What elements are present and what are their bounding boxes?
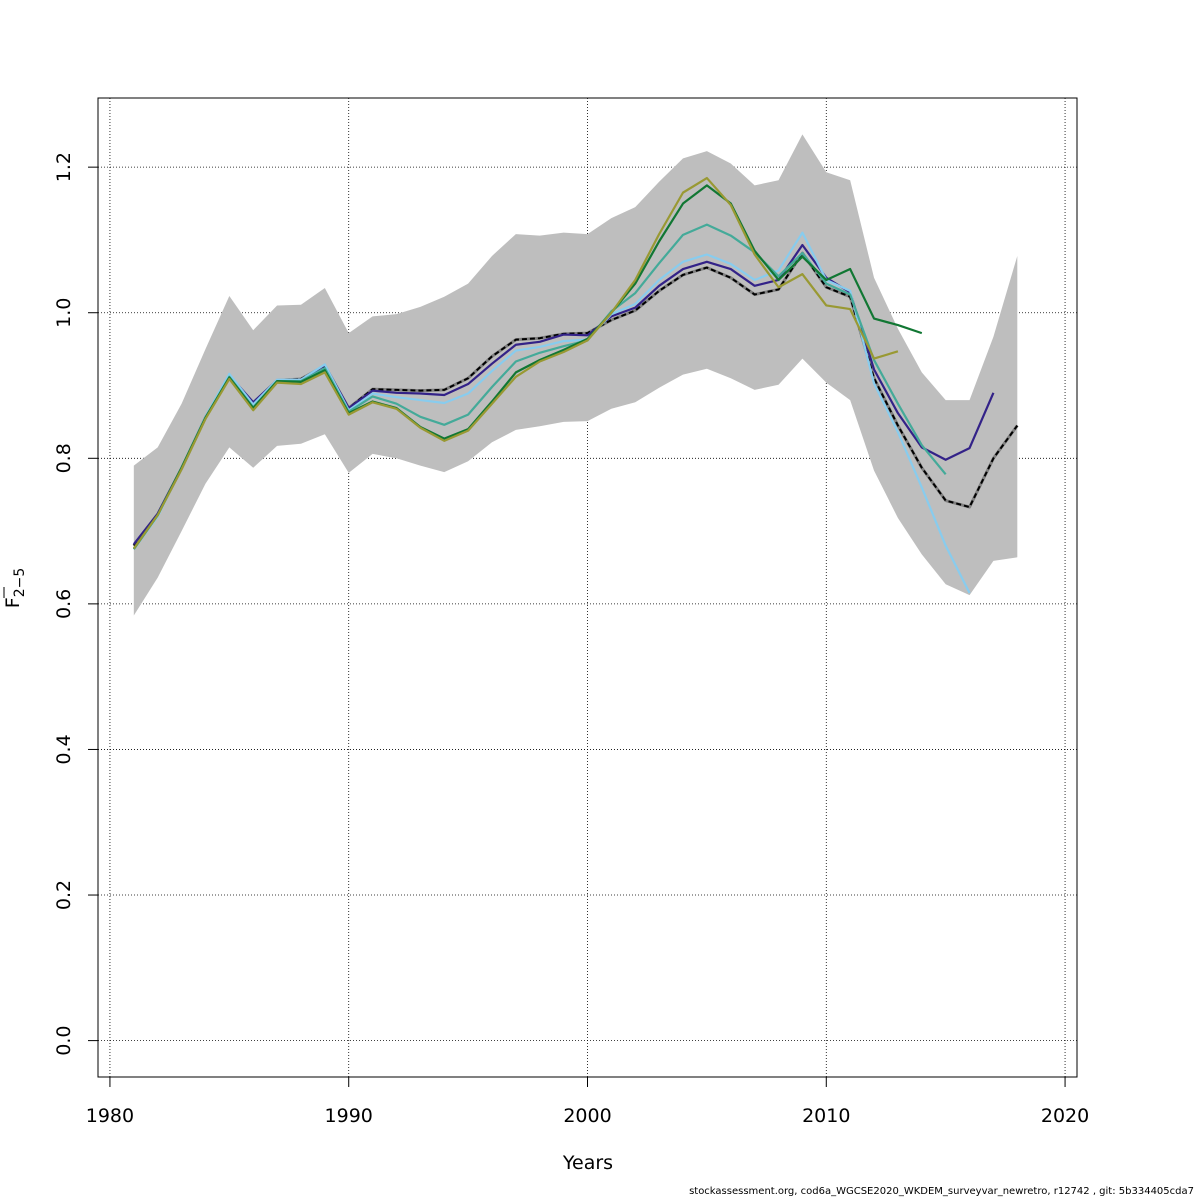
y-axis-label: F2−5 bbox=[2, 568, 28, 608]
axes: 1980 1990 2000 2010 2020 0.0 0.2 0.4 0.6 0.8 1.0 1.… bbox=[53, 152, 1089, 1127]
y-tick-label: 0.0 bbox=[53, 1025, 75, 1055]
series-lines bbox=[132, 176, 1019, 594]
footer-credit: stockassessment.org, cod6a_WGCSE2020_WKD… bbox=[689, 1186, 1194, 1197]
svg-text:F2−5: F2−5 bbox=[2, 568, 28, 608]
series-line-4 bbox=[132, 184, 923, 550]
y-tick-label: 0.8 bbox=[53, 443, 75, 473]
y-axis-label-main: F bbox=[2, 597, 24, 608]
y-tick-label: 0.6 bbox=[53, 589, 75, 619]
x-tick-label: 2010 bbox=[802, 1105, 850, 1127]
y-tick-label: 0.4 bbox=[53, 734, 75, 764]
y-tick-label: 1.0 bbox=[53, 298, 75, 328]
x-axis-label: Years bbox=[562, 1152, 613, 1174]
confidence-band bbox=[133, 134, 1018, 616]
y-tick-label: 1.2 bbox=[53, 152, 75, 182]
y-tick-label: 0.2 bbox=[53, 880, 75, 910]
confidence-band-layer bbox=[133, 134, 1018, 616]
x-tick-label: 2020 bbox=[1041, 1105, 1089, 1127]
series-line-5 bbox=[132, 176, 899, 550]
y-axis-label-sub: 2−5 bbox=[12, 568, 28, 598]
x-tick-label: 1990 bbox=[325, 1105, 373, 1127]
x-tick-label: 2000 bbox=[563, 1105, 611, 1127]
x-tick-label: 1980 bbox=[86, 1105, 134, 1127]
series-line-2 bbox=[132, 231, 971, 594]
